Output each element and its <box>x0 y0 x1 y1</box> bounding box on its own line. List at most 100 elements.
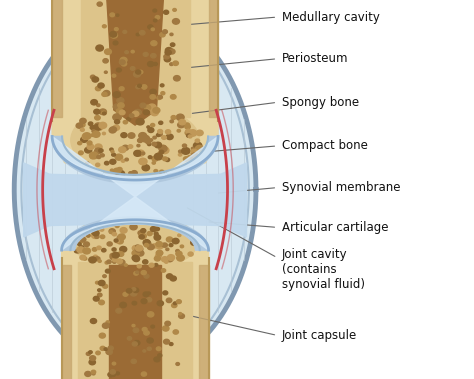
Circle shape <box>99 149 103 152</box>
Circle shape <box>109 128 116 133</box>
Circle shape <box>153 9 156 12</box>
Polygon shape <box>209 0 218 117</box>
Circle shape <box>80 237 86 242</box>
Circle shape <box>136 271 139 273</box>
Circle shape <box>132 324 135 327</box>
Circle shape <box>159 150 164 154</box>
Circle shape <box>154 63 157 66</box>
Circle shape <box>110 127 117 132</box>
Circle shape <box>90 155 94 158</box>
Text: Spongy bone: Spongy bone <box>282 96 359 109</box>
Circle shape <box>91 75 95 79</box>
Circle shape <box>86 234 90 237</box>
Circle shape <box>96 351 100 355</box>
Circle shape <box>173 8 176 11</box>
Circle shape <box>150 95 155 99</box>
Circle shape <box>163 157 167 161</box>
Polygon shape <box>14 9 256 370</box>
Circle shape <box>177 130 181 132</box>
Circle shape <box>153 108 160 113</box>
Text: Medullary cavity: Medullary cavity <box>282 11 380 23</box>
Circle shape <box>179 150 182 153</box>
Circle shape <box>134 72 141 77</box>
Circle shape <box>90 152 98 159</box>
Circle shape <box>155 237 160 241</box>
Circle shape <box>169 49 175 54</box>
Polygon shape <box>52 136 218 250</box>
Circle shape <box>137 150 144 156</box>
Circle shape <box>112 74 116 77</box>
Circle shape <box>107 242 112 246</box>
Circle shape <box>166 237 173 242</box>
Text: Compact bone: Compact bone <box>282 139 368 152</box>
Circle shape <box>123 121 128 124</box>
Circle shape <box>193 142 202 149</box>
Circle shape <box>100 109 107 115</box>
Circle shape <box>148 25 153 29</box>
Circle shape <box>113 92 120 97</box>
Circle shape <box>156 134 160 136</box>
Circle shape <box>142 152 145 155</box>
Circle shape <box>152 161 155 164</box>
Circle shape <box>112 362 116 365</box>
Circle shape <box>136 119 144 125</box>
Circle shape <box>162 257 168 262</box>
Circle shape <box>143 86 146 89</box>
Circle shape <box>103 91 110 96</box>
Circle shape <box>144 331 149 335</box>
Circle shape <box>132 288 136 291</box>
Circle shape <box>142 85 147 89</box>
Circle shape <box>120 57 127 63</box>
Circle shape <box>191 147 194 150</box>
Circle shape <box>128 145 133 148</box>
Circle shape <box>132 250 139 256</box>
Circle shape <box>107 260 111 263</box>
Circle shape <box>100 154 104 157</box>
Circle shape <box>121 160 125 162</box>
Circle shape <box>97 246 101 250</box>
Circle shape <box>147 106 154 111</box>
Circle shape <box>157 301 164 306</box>
Circle shape <box>147 143 151 146</box>
Circle shape <box>176 251 182 256</box>
Circle shape <box>166 134 173 139</box>
Circle shape <box>162 146 165 149</box>
Circle shape <box>112 248 116 251</box>
Circle shape <box>110 254 115 257</box>
Circle shape <box>183 157 189 161</box>
Circle shape <box>117 168 122 171</box>
Circle shape <box>90 356 96 360</box>
Circle shape <box>132 301 137 305</box>
Circle shape <box>100 228 104 231</box>
Circle shape <box>122 145 128 150</box>
Circle shape <box>89 360 95 365</box>
Circle shape <box>87 144 94 150</box>
Circle shape <box>115 120 119 124</box>
Circle shape <box>151 41 157 46</box>
Circle shape <box>131 50 134 53</box>
Circle shape <box>141 372 146 376</box>
Circle shape <box>158 152 162 155</box>
Circle shape <box>130 224 137 230</box>
Circle shape <box>81 128 84 132</box>
Circle shape <box>132 342 137 346</box>
Circle shape <box>153 136 156 139</box>
Circle shape <box>97 155 101 158</box>
Circle shape <box>98 289 101 291</box>
Circle shape <box>176 249 179 252</box>
Circle shape <box>133 288 139 293</box>
Polygon shape <box>52 0 62 117</box>
Circle shape <box>133 328 139 332</box>
Circle shape <box>157 251 163 255</box>
Circle shape <box>165 158 170 161</box>
Circle shape <box>143 240 151 246</box>
Circle shape <box>178 234 181 236</box>
Circle shape <box>143 350 146 352</box>
Circle shape <box>176 114 184 121</box>
Circle shape <box>92 373 95 375</box>
Circle shape <box>98 83 104 88</box>
Circle shape <box>157 132 162 136</box>
Circle shape <box>185 130 192 135</box>
Circle shape <box>159 170 164 174</box>
Circle shape <box>106 321 109 324</box>
